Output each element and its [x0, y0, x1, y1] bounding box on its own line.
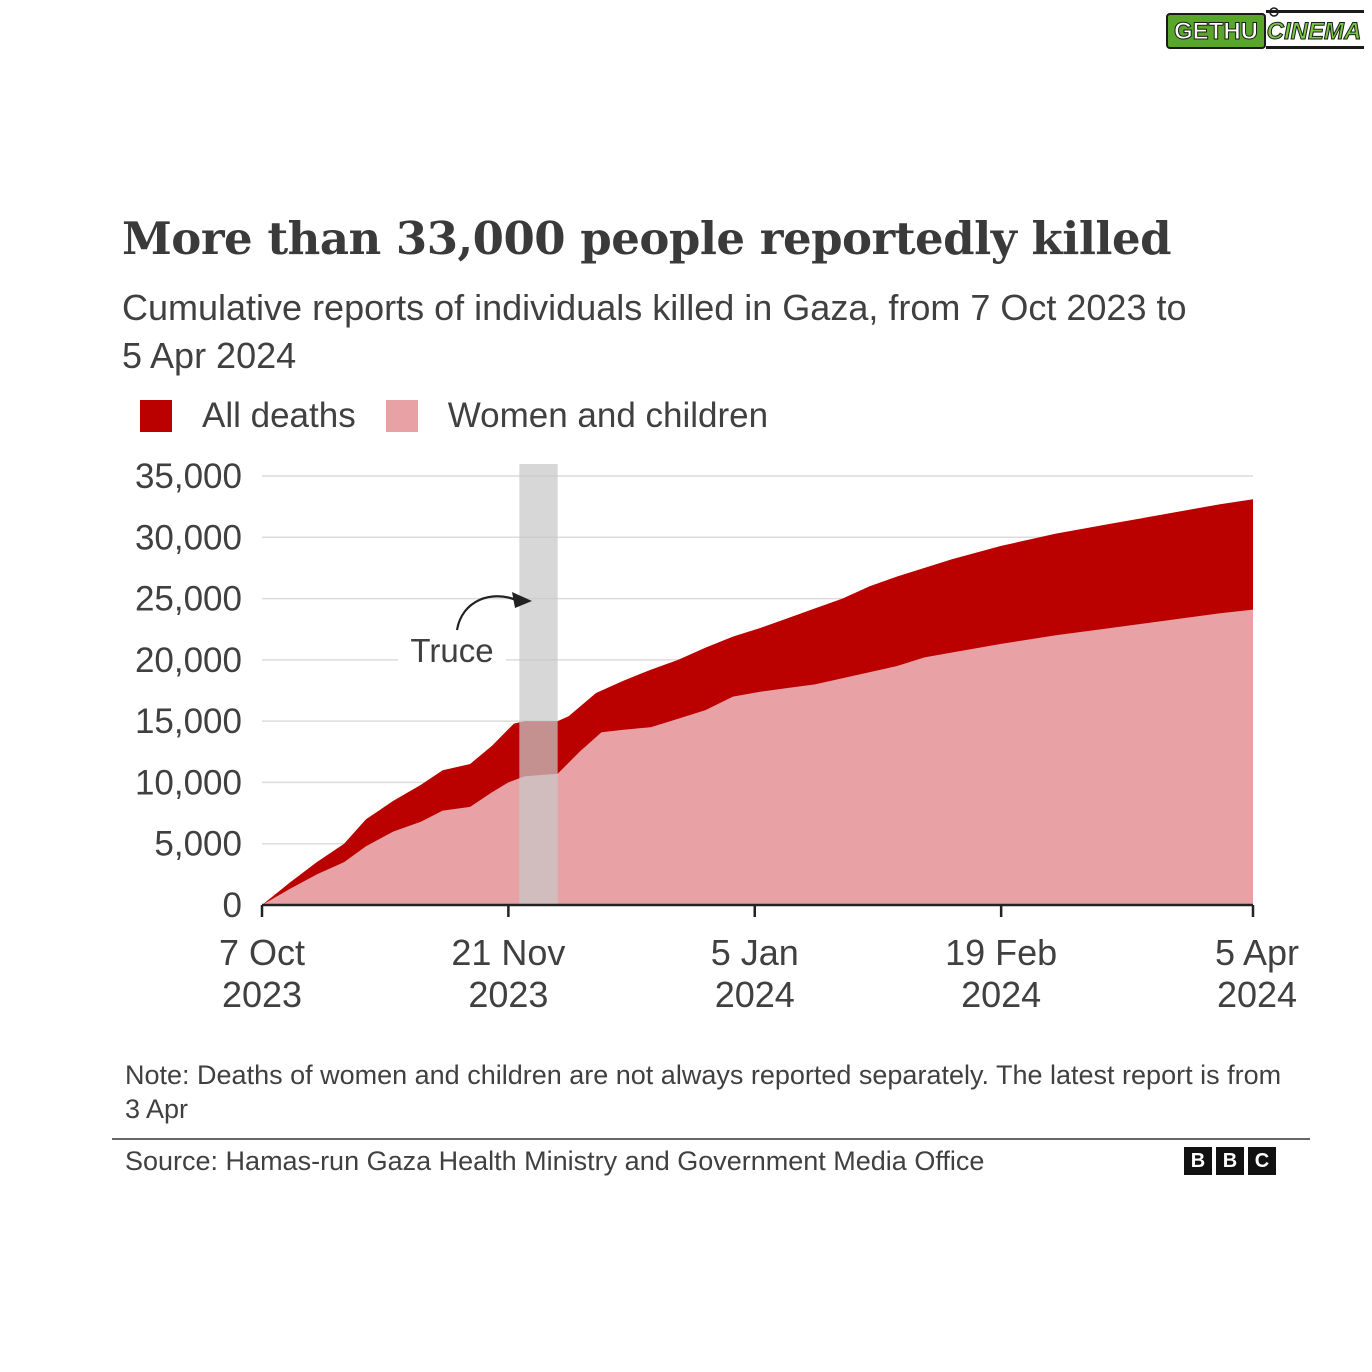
truce-label: Truce: [410, 632, 493, 669]
x-tick-label: 2024: [961, 974, 1041, 1015]
y-tick-label: 0: [223, 886, 242, 925]
legend-label-women-children: Women and children: [447, 396, 769, 435]
y-tick-label: 35,000: [135, 457, 242, 496]
y-tick-label: 20,000: [135, 641, 242, 680]
legend-label-all-deaths: All deaths: [202, 396, 356, 435]
truce-arrow-line: [455, 595, 517, 631]
x-tick-label: 2024: [1217, 974, 1297, 1015]
truce-label-bg: [398, 628, 506, 672]
film-strip-top: [1266, 10, 1364, 13]
y-tick-label: 25,000: [135, 580, 242, 619]
chart-legend: All deaths Women and children: [140, 394, 798, 438]
truce-band: [519, 464, 558, 905]
chart-note: Note: Deaths of women and children are n…: [125, 1060, 1282, 1124]
y-tick-label: 30,000: [135, 518, 242, 557]
chart-plot: 0 5,000 10,000 15,000 20,000 25,000 30,000 35,0…: [135, 457, 1299, 1015]
footer-divider: [112, 1138, 1310, 1140]
logo-text-left: GETHU: [1174, 18, 1258, 45]
x-tick-label: 5 Apr: [1215, 932, 1299, 973]
truce-arrow-head: [512, 592, 532, 608]
y-tick-label: 15,000: [135, 702, 242, 741]
x-tick-label: 2023: [468, 974, 548, 1015]
gethu-cinema-logo: GETHU CINEMA: [1166, 7, 1364, 49]
x-tick-label: 2024: [715, 974, 795, 1015]
y-tick-label: 5,000: [154, 825, 242, 864]
bbc-logo-letter: B: [1216, 1147, 1244, 1175]
film-strip-bottom: [1266, 46, 1364, 49]
x-tick-label: 19 Feb: [945, 932, 1057, 973]
chart-source: Source: Hamas-run Gaza Health Ministry a…: [125, 1146, 985, 1176]
camera-icon: [1269, 7, 1279, 17]
legend-swatch-women-children: [385, 400, 418, 432]
logo-text-right: CINEMA: [1267, 18, 1362, 45]
x-tick-label: 21 Nov: [451, 932, 565, 973]
x-tick-label: 7 Oct: [219, 932, 305, 973]
series-area-women-children: [262, 609, 1253, 905]
bbc-logo: B B C: [1184, 1147, 1276, 1175]
bbc-logo-letter: B: [1184, 1147, 1212, 1175]
chart-subtitle: Cumulative reports of individuals killed…: [122, 287, 1187, 376]
legend-swatch-all-deaths: [140, 400, 172, 432]
bbc-logo-letter: C: [1248, 1147, 1276, 1175]
x-tick-label: 5 Jan: [711, 932, 799, 973]
chart-title: More than 33,000 people reportedly kille…: [122, 212, 1172, 265]
y-tick-label: 10,000: [135, 763, 242, 802]
x-tick-label: 2023: [222, 974, 302, 1015]
